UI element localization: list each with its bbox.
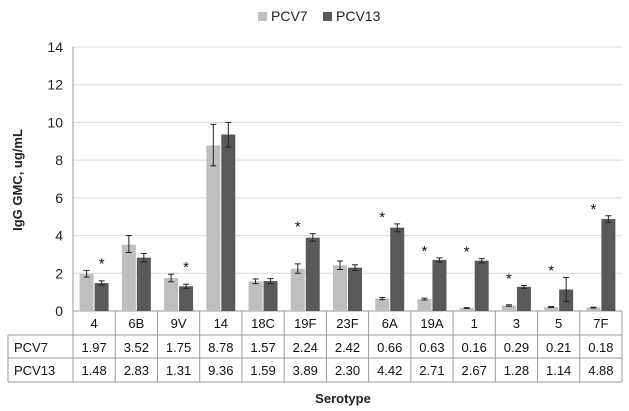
category-label: 6B	[128, 316, 144, 331]
category-label: 19F	[294, 316, 316, 331]
data-table: PCV7PCV1341.971.486B3.522.839V1.751.3114…	[7, 47, 623, 383]
legend-swatch-pcv13	[323, 12, 332, 21]
bar-pcv7	[121, 244, 136, 311]
bar-pcv7	[501, 305, 516, 311]
bar-pcv13	[390, 227, 405, 311]
data-label-pcv13: 2.83	[124, 363, 149, 378]
data-label-pcv13: 2.67	[462, 363, 487, 378]
category-label: 23F	[336, 316, 358, 331]
category-label: 7F	[593, 316, 608, 331]
bar-pcv13	[601, 218, 616, 311]
table-row-header: PCV13	[14, 363, 55, 378]
bar-pcv13	[432, 259, 447, 311]
data-label-pcv7: 0.63	[419, 340, 444, 355]
category-label: 1	[471, 316, 478, 331]
category-label: 4	[90, 316, 97, 331]
category-label: 14	[214, 316, 228, 331]
data-label-pcv7: 2.24	[293, 340, 318, 355]
bar-pcv7	[248, 281, 263, 311]
y-tick-label: 10	[47, 114, 63, 130]
category-label: 18C	[251, 316, 275, 331]
x-axis-title: Serotype	[315, 391, 371, 406]
legend-label-pcv13: PCV13	[336, 8, 381, 24]
data-label-pcv13: 1.48	[81, 363, 106, 378]
significance-marker: *	[379, 209, 385, 226]
error-bars	[83, 121, 612, 309]
data-label-pcv7: 0.21	[546, 340, 571, 355]
category-label: 3	[513, 316, 520, 331]
category-label: 19A	[420, 316, 443, 331]
data-label-pcv13: 2.30	[335, 363, 360, 378]
data-label-pcv13: 1.28	[504, 363, 529, 378]
bar-pcv13	[136, 257, 151, 311]
data-label-pcv7: 8.78	[208, 340, 233, 355]
data-label-pcv7: 2.42	[335, 340, 360, 355]
significance-marker: *	[548, 262, 554, 279]
legend-label-pcv7: PCV7	[271, 8, 308, 24]
data-label-pcv13: 2.71	[419, 363, 444, 378]
y-tick-label: 0	[55, 303, 63, 319]
significance-marker: *	[295, 219, 301, 236]
data-label-pcv7: 1.57	[250, 340, 275, 355]
significance-marker: *	[422, 243, 428, 260]
bar-pcv13	[516, 286, 531, 311]
y-tick-label: 4	[55, 228, 63, 244]
bar-pcv13	[305, 237, 320, 311]
bar-pcv7	[79, 273, 94, 311]
bar-pcv13	[94, 283, 109, 311]
bar-pcv7	[333, 265, 347, 311]
data-label-pcv7: 1.97	[81, 340, 106, 355]
bar-pcv7	[206, 145, 221, 311]
gridlines	[73, 46, 622, 312]
bar-pcv7	[375, 298, 390, 311]
significance-marker: *	[590, 201, 596, 218]
data-label-pcv13: 1.59	[250, 363, 275, 378]
data-label-pcv13: 4.42	[377, 363, 402, 378]
y-tick-label: 8	[55, 152, 63, 168]
y-tick-label: 6	[55, 190, 63, 206]
y-tick-label: 12	[47, 77, 63, 93]
legend: PCV7 PCV13	[258, 8, 381, 24]
bar-pcv7	[544, 307, 559, 311]
bar-pcv7	[290, 268, 305, 311]
bar-pcv13	[179, 286, 194, 311]
significance-marker: *	[464, 244, 470, 261]
table-row-header: PCV7	[14, 340, 48, 355]
significance-marker: *	[99, 255, 105, 272]
y-tick-label: 2	[55, 265, 63, 281]
data-label-pcv13: 1.14	[546, 363, 571, 378]
bar-pcv13	[348, 267, 362, 311]
data-label-pcv13: 1.31	[166, 363, 191, 378]
y-axis-ticks: 0 2 4 6 8 10 12 14	[47, 39, 63, 319]
category-label: 9V	[171, 316, 187, 331]
bar-pcv7	[586, 307, 601, 311]
category-label: 5	[555, 316, 562, 331]
bars	[79, 134, 616, 311]
bar-pcv7	[417, 299, 432, 311]
data-label-pcv13: 9.36	[208, 363, 233, 378]
bar-pcv13	[474, 260, 489, 311]
bar-pcv13	[263, 281, 278, 311]
data-label-pcv7: 1.75	[166, 340, 191, 355]
y-axis-title: IgG GMC, ug/mL	[10, 129, 25, 231]
legend-swatch-pcv7	[258, 12, 267, 21]
data-label-pcv7: 3.52	[124, 340, 149, 355]
data-label-pcv7: 0.29	[504, 340, 529, 355]
bar-pcv13	[221, 134, 236, 311]
category-label: 6A	[382, 316, 398, 331]
data-label-pcv7: 0.18	[588, 340, 613, 355]
data-label-pcv7: 0.16	[462, 340, 487, 355]
significance-marker: *	[506, 271, 512, 288]
data-label-pcv13: 3.89	[293, 363, 318, 378]
data-label-pcv13: 4.88	[588, 363, 613, 378]
y-tick-label: 14	[47, 39, 63, 55]
significance-markers: * * * * * * * * *	[99, 201, 597, 288]
bar-pcv7	[164, 278, 179, 311]
bar-pcv7	[459, 307, 474, 311]
data-label-pcv7: 0.66	[377, 340, 402, 355]
significance-marker: *	[183, 259, 189, 276]
